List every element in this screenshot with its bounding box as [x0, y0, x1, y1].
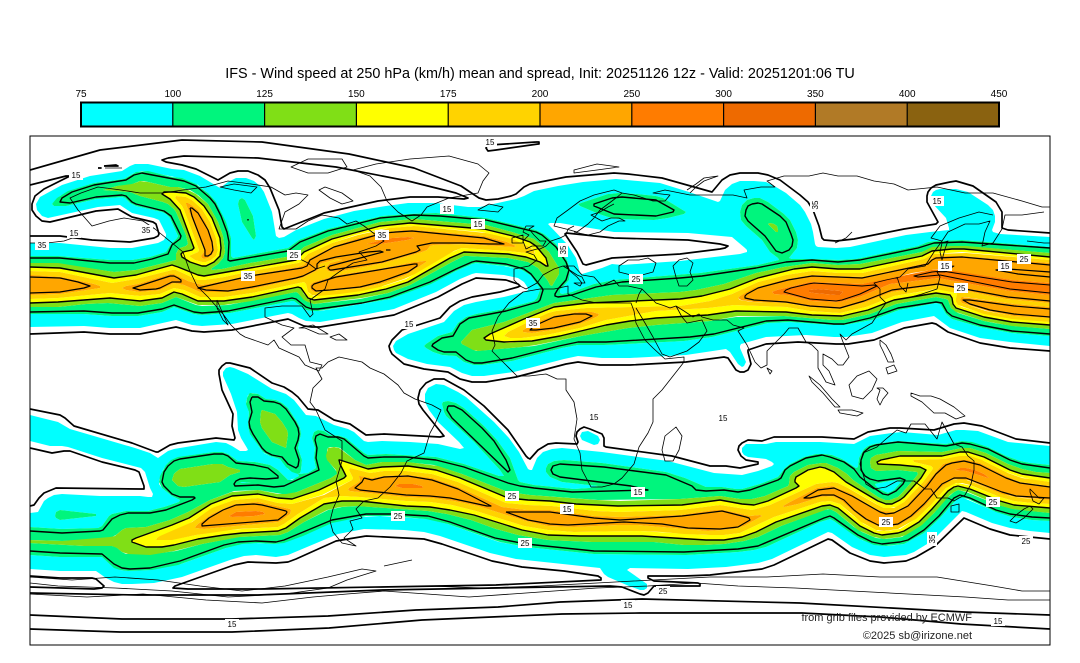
svg-text:25: 25 [632, 275, 641, 284]
svg-text:400: 400 [899, 89, 916, 100]
svg-text:35: 35 [142, 226, 151, 235]
svg-text:15: 15 [634, 488, 643, 497]
svg-text:35: 35 [559, 245, 568, 254]
svg-text:25: 25 [290, 251, 299, 260]
svg-text:200: 200 [532, 89, 549, 100]
svg-text:25: 25 [508, 492, 517, 501]
svg-text:15: 15 [443, 205, 452, 214]
svg-text:35: 35 [811, 200, 820, 209]
svg-text:15: 15 [563, 505, 572, 514]
svg-text:15: 15 [405, 320, 414, 329]
svg-text:25: 25 [1020, 255, 1029, 264]
svg-text:15: 15 [590, 413, 599, 422]
svg-text:15: 15 [474, 220, 483, 229]
svg-text:15: 15 [1001, 262, 1010, 271]
svg-text:25: 25 [394, 512, 403, 521]
svg-text:15: 15 [228, 620, 237, 629]
svg-text:25: 25 [957, 284, 966, 293]
svg-text:75: 75 [75, 89, 87, 100]
svg-text:250: 250 [623, 89, 640, 100]
svg-text:15: 15 [994, 617, 1003, 626]
svg-text:15: 15 [941, 262, 950, 271]
svg-text:©2025 sb@irizone.net: ©2025 sb@irizone.net [863, 630, 972, 642]
svg-text:35: 35 [244, 272, 253, 281]
svg-text:35: 35 [378, 231, 387, 240]
svg-text:15: 15 [486, 138, 495, 147]
svg-text:100: 100 [164, 89, 181, 100]
svg-text:15: 15 [624, 601, 633, 610]
svg-text:15: 15 [719, 414, 728, 423]
svg-text:25: 25 [521, 539, 530, 548]
svg-text:25: 25 [989, 498, 998, 507]
svg-text:125: 125 [256, 89, 273, 100]
svg-text:450: 450 [991, 89, 1008, 100]
svg-text:35: 35 [38, 241, 47, 250]
svg-text:35: 35 [529, 319, 538, 328]
svg-text:25: 25 [1022, 537, 1031, 546]
svg-text:35: 35 [928, 534, 937, 543]
svg-text:IFS - Wind speed at 250 hPa (k: IFS - Wind speed at 250 hPa (km/h) mean … [225, 66, 855, 82]
svg-text:25: 25 [659, 587, 668, 596]
svg-text:175: 175 [440, 89, 457, 100]
svg-text:from grib files provided by EC: from grib files provided by ECMWF [801, 612, 972, 624]
svg-text:15: 15 [933, 197, 942, 206]
svg-text:300: 300 [715, 89, 732, 100]
svg-text:350: 350 [807, 89, 824, 100]
svg-text:25: 25 [882, 518, 891, 527]
svg-text:15: 15 [70, 229, 79, 238]
svg-text:15: 15 [72, 171, 81, 180]
svg-text:150: 150 [348, 89, 365, 100]
